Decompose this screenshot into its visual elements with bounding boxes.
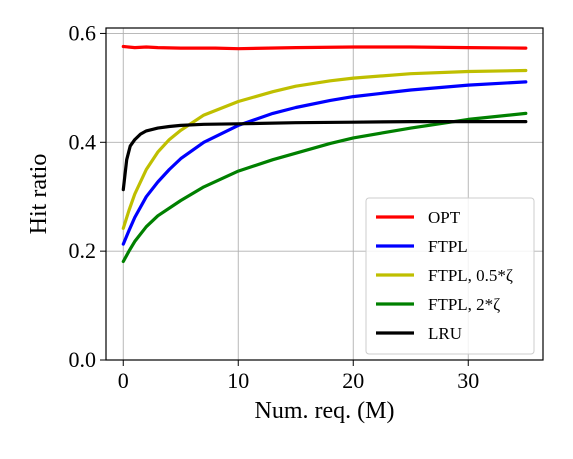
- series-line: [121, 44, 528, 51]
- y-tick-label: 0.2: [69, 238, 97, 263]
- legend-label: OPT: [428, 208, 461, 227]
- legend-label: FTPL: [428, 237, 468, 256]
- series-line: [121, 111, 528, 264]
- axis-ticks: 0 10 20 30 0.0 0.2 0.4 0.6: [69, 20, 480, 393]
- y-tick-label: 0.0: [69, 347, 97, 372]
- plot-frame: [105, 27, 544, 361]
- series-line: [121, 119, 528, 192]
- series-line: [121, 80, 528, 246]
- legend-label: LRU: [428, 324, 462, 343]
- series-line: [121, 68, 528, 230]
- legend: OPT FTPL FTPL, 0.5*ζ FTPL, 2*ζ LRU: [365, 197, 535, 355]
- legend-label: FTPL, 0.5*ζ: [428, 266, 513, 285]
- y-tick-label: 0.4: [69, 129, 97, 154]
- legend-label: FTPL, 2*ζ: [428, 295, 500, 314]
- x-axis-label: Num. req. (M): [255, 398, 395, 424]
- x-tick-label: 0: [118, 368, 129, 393]
- y-axis-label: Hit ratio: [26, 154, 52, 235]
- x-tick-label: 30: [457, 368, 479, 393]
- series-lines: [121, 44, 528, 264]
- y-tick-label: 0.6: [69, 20, 97, 45]
- legend-box: [365, 197, 535, 355]
- x-tick-label: 20: [342, 368, 364, 393]
- x-tick-label: 10: [227, 368, 249, 393]
